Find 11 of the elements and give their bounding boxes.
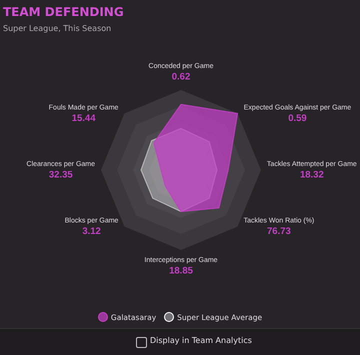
text: 18.85 [169,266,194,277]
text: 3.12 [82,226,101,238]
chart-title: TEAM DEFENDING [3,5,124,19]
text: Display in Team Analytics [150,336,252,345]
text: 0.62 [172,72,190,83]
text: 15.44 [72,113,96,124]
text: 18.32 [300,170,324,181]
text: 32.35 [48,170,74,181]
text: 0.59 [288,113,307,124]
chart-subtitle: Super League, This Season [3,24,112,33]
text: 76.73 [267,226,291,238]
